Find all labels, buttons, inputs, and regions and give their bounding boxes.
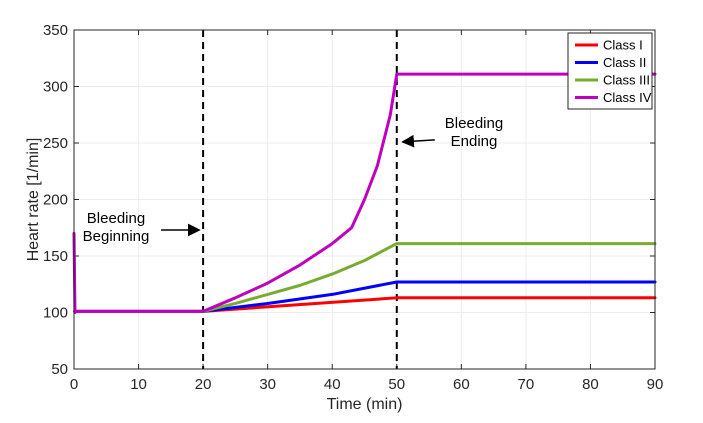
annotation-text: Bleeding — [445, 115, 503, 132]
y-tick-label: 300 — [43, 79, 68, 96]
x-axis-label: Time (min) — [327, 396, 403, 413]
y-tick-label: 50 — [51, 361, 68, 378]
series-line-class-iv — [72, 72, 657, 314]
annotation-text: Beginning — [83, 228, 150, 245]
y-axis-label: Heart rate [1/min] — [25, 138, 42, 262]
y-tick-label: 100 — [43, 305, 68, 322]
x-tick-label: 0 — [70, 376, 78, 393]
x-tick-label: 10 — [130, 376, 147, 393]
annotation-arrow — [401, 134, 435, 148]
x-tick-label: 50 — [388, 376, 405, 393]
axis-ticks: 0 10 20 30 40 50 60 70 80 90 50 100 150 200 250 300 350 — [43, 22, 663, 393]
legend-label: Class III — [603, 73, 650, 88]
legend-label: Class II — [603, 55, 646, 70]
y-tick-label: 150 — [43, 248, 68, 265]
x-tick-label: 30 — [259, 376, 276, 393]
x-tick-label: 20 — [195, 376, 212, 393]
legend-label: Class I — [603, 38, 643, 53]
annotation-text: Bleeding — [87, 210, 145, 227]
legend: Class I Class II Class III Class IV — [567, 32, 653, 110]
x-tick-label: 90 — [647, 376, 664, 393]
plot-frame — [73, 29, 656, 370]
y-tick-label: 250 — [43, 135, 68, 152]
data-series — [72, 72, 657, 314]
y-tick-label: 200 — [43, 192, 68, 209]
y-tick-label: 350 — [43, 22, 68, 39]
x-tick-label: 60 — [453, 376, 470, 393]
x-tick-label: 80 — [582, 376, 599, 393]
x-tick-label: 40 — [324, 376, 341, 393]
x-tick-label: 70 — [518, 376, 535, 393]
annotation-text: Ending — [451, 133, 498, 150]
legend-label: Class IV — [603, 90, 652, 105]
